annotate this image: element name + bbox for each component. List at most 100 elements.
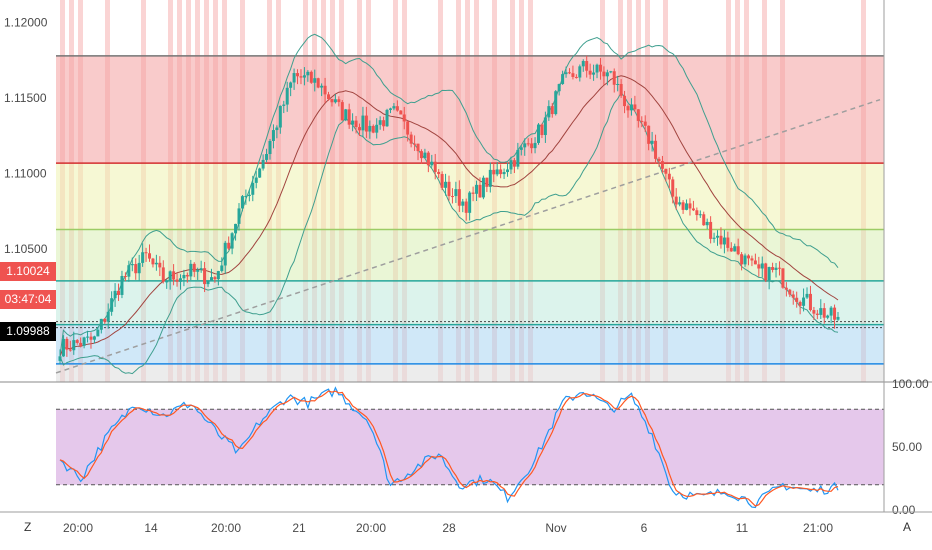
- time-axis[interactable]: 20:00 14 20:00 21 20:00 28 Nov 6 11 21:00: [63, 521, 833, 535]
- candle-body: [729, 247, 733, 252]
- candle-body: [447, 181, 451, 197]
- candle-body: [271, 130, 275, 141]
- candle-body: [223, 242, 227, 266]
- candle-body: [681, 202, 685, 210]
- candle-body: [330, 99, 334, 103]
- candle-body: [495, 169, 499, 175]
- trendline[interactable]: [55, 98, 881, 374]
- candle-body: [68, 349, 72, 351]
- price-axis[interactable]: 1.12000 1.11500 1.11000 1.10500: [4, 16, 48, 256]
- candle-body: [388, 108, 392, 110]
- candle-body: [471, 192, 475, 194]
- candle-body: [120, 275, 124, 295]
- candle-body: [788, 289, 792, 295]
- candle-body: [636, 109, 640, 121]
- candle-body: [833, 307, 837, 320]
- candle-body: [633, 104, 637, 110]
- candle-body: [172, 271, 176, 280]
- candle-body: [333, 99, 337, 103]
- candle-body: [774, 267, 778, 270]
- candle-body: [144, 252, 148, 254]
- candle-body: [99, 318, 103, 330]
- candle-body: [819, 308, 823, 315]
- stoch-band: [56, 409, 884, 485]
- fib-zone: [56, 55, 884, 164]
- candle-body: [733, 246, 737, 252]
- candle-body: [771, 267, 775, 270]
- time-tick-label: 11: [736, 521, 749, 535]
- auto-scale-a-button[interactable]: A: [903, 520, 912, 534]
- candle-body: [598, 64, 602, 72]
- candle-body: [602, 71, 606, 77]
- candle-body: [726, 237, 730, 248]
- candle-body: [282, 104, 286, 106]
- candle-body: [65, 338, 69, 350]
- candle-body: [178, 278, 182, 282]
- candle-body: [168, 271, 172, 282]
- fib-zone: [56, 280, 884, 325]
- candle-body: [110, 298, 114, 312]
- time-tick-label: 21: [292, 521, 306, 535]
- candle-body: [302, 75, 306, 78]
- candle-body: [206, 281, 210, 285]
- candle-body: [829, 307, 833, 316]
- candle-body: [192, 263, 196, 272]
- candle-body: [382, 120, 386, 127]
- candle-body: [826, 315, 830, 318]
- price-tick-label: 1.11000: [4, 167, 47, 181]
- candle-body: [130, 264, 134, 266]
- candle-body: [182, 274, 186, 279]
- reference-price-tag: 1.09988: [0, 322, 56, 341]
- countdown-tag: 03:47:04: [0, 290, 56, 309]
- price-pane: 1.12000 1.11500 1.11000 1.10500: [4, 0, 884, 382]
- candle-body: [89, 336, 93, 340]
- candle-body: [151, 258, 155, 265]
- candle-body: [623, 95, 627, 107]
- candle-body: [506, 169, 510, 173]
- candle-body: [461, 201, 465, 206]
- candle-body: [543, 117, 547, 136]
- candle-body: [619, 83, 623, 96]
- time-tick-label: 14: [144, 521, 158, 535]
- candle-body: [805, 293, 809, 298]
- bollinger-upper: [59, 33, 839, 357]
- candle-body: [134, 264, 138, 274]
- candle-body: [657, 158, 661, 162]
- candle-body: [385, 109, 389, 127]
- stoch-axis[interactable]: 100.00 50.00 0.00: [892, 377, 929, 517]
- candle-body: [117, 290, 121, 295]
- candle-body: [361, 115, 365, 131]
- candle-body: [537, 124, 541, 143]
- candle-body: [760, 263, 764, 269]
- candle-body: [103, 318, 107, 322]
- candle-body: [764, 263, 768, 281]
- candle-body: [698, 214, 702, 216]
- candle-body: [289, 82, 293, 88]
- candle-body: [736, 246, 740, 255]
- candle-body: [148, 253, 152, 259]
- candle-body: [667, 173, 671, 180]
- candle-body: [674, 196, 678, 205]
- candle-body: [203, 268, 207, 285]
- candle-body: [96, 329, 100, 337]
- stoch-tick-label: 0.00: [892, 503, 916, 517]
- candle-body: [275, 127, 279, 131]
- candle-body: [643, 121, 647, 126]
- stochastic-pane: 100.00 50.00 0.00: [56, 377, 929, 517]
- candle-body: [612, 71, 616, 85]
- candle-body: [712, 237, 716, 239]
- auto-scale-z-button[interactable]: Z: [24, 520, 32, 534]
- candle-body: [61, 338, 65, 357]
- candle-body: [278, 105, 282, 128]
- candle-body: [327, 94, 331, 100]
- candle-body: [702, 214, 706, 226]
- candle-body: [244, 196, 248, 198]
- candle-body: [595, 64, 599, 73]
- candle-body: [123, 275, 127, 277]
- candle-body: [141, 252, 145, 263]
- candle-body: [836, 316, 840, 320]
- candle-body: [567, 72, 571, 74]
- candle-body: [406, 121, 410, 135]
- time-tick-label: 6: [641, 521, 648, 535]
